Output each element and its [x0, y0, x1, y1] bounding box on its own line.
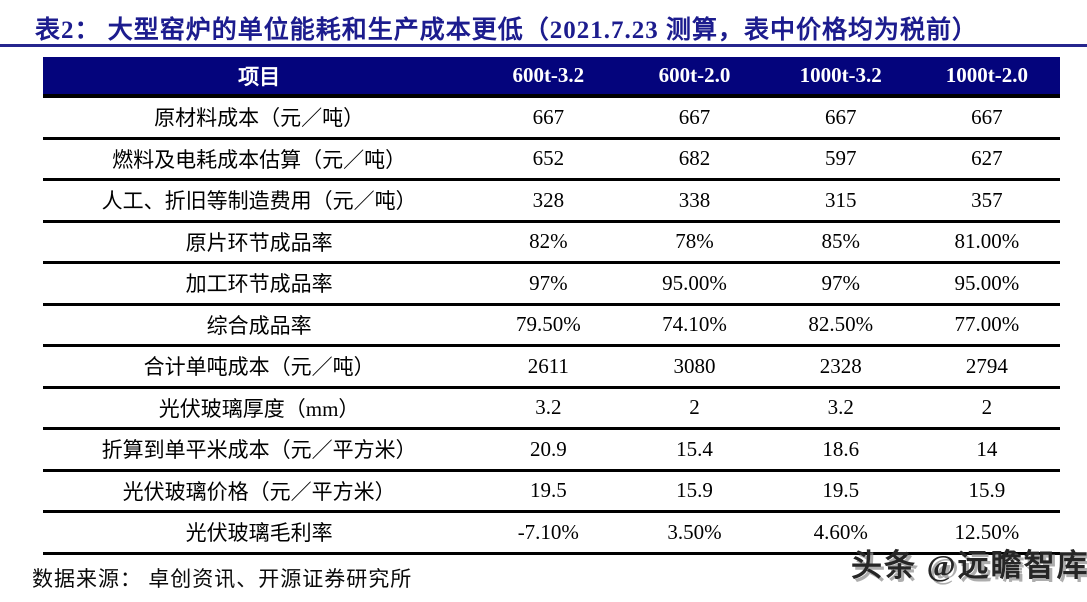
row-value: 78%	[621, 221, 768, 264]
row-label: 加工环节成品率	[43, 262, 476, 306]
row-value: 667	[913, 96, 1060, 140]
column-header-1000t-2-0: 1000t-2.0	[913, 57, 1060, 98]
watermark: 头条 @远瞻智库	[851, 548, 1087, 583]
row-value: 2794	[913, 345, 1060, 389]
row-value: 82%	[475, 221, 622, 264]
column-header-600t-3-2: 600t-3.2	[475, 57, 622, 98]
row-value: 79.50%	[475, 304, 622, 347]
row-value: 597	[767, 138, 914, 181]
table-body: 原材料成本（元／吨） 667 667 667 667 燃料及电耗成本估算（元／吨） 652 6…	[43, 96, 1060, 555]
row-value: 3.2	[475, 387, 622, 430]
data-source-note: 数据来源： 卓创资讯、开源证券研究所	[32, 567, 413, 591]
table-row: 光伏玻璃毛利率 -7.10% 3.50% 4.60% 12.50%	[43, 511, 1060, 555]
row-value: 3080	[621, 345, 768, 389]
row-value: -7.10%	[475, 511, 622, 555]
row-value: 82.50%	[767, 304, 914, 347]
row-value: 2	[621, 387, 768, 430]
row-label: 光伏玻璃价格（元／平方米）	[43, 470, 476, 513]
row-value: 2328	[767, 345, 914, 389]
row-value: 4.60%	[767, 511, 914, 555]
row-value: 15.9	[621, 470, 768, 513]
row-value: 15.9	[913, 470, 1060, 513]
row-label: 原材料成本（元／吨）	[43, 96, 476, 140]
table-row: 光伏玻璃厚度（mm） 3.2 2 3.2 2	[43, 387, 1060, 430]
cost-comparison-table: 项目 600t-3.2 600t-2.0 1000t-3.2 1000t-2.0…	[43, 57, 1060, 555]
row-value: 97%	[767, 262, 914, 306]
row-label: 折算到单平米成本（元／平方米）	[43, 428, 476, 472]
table-row: 原片环节成品率 82% 78% 85% 81.00%	[43, 221, 1060, 264]
table-title: 表2： 大型窑炉的单位能耗和生产成本更低（2021.7.23 测算，表中价格均为…	[35, 17, 979, 44]
row-value: 95.00%	[913, 262, 1060, 306]
column-header-600t-2-0: 600t-2.0	[621, 57, 768, 98]
row-label: 人工、折旧等制造费用（元／吨）	[43, 179, 476, 223]
row-label: 综合成品率	[43, 304, 476, 347]
table-row: 加工环节成品率 97% 95.00% 97% 95.00%	[43, 262, 1060, 306]
table-row: 燃料及电耗成本估算（元／吨） 652 682 597 627	[43, 138, 1060, 181]
column-header-1000t-3-2: 1000t-3.2	[767, 57, 914, 98]
row-value: 2611	[475, 345, 622, 389]
row-value: 682	[621, 138, 768, 181]
row-value: 3.2	[767, 387, 914, 430]
row-value: 652	[475, 138, 622, 181]
row-value: 627	[913, 138, 1060, 181]
title-underline-rule	[0, 44, 1087, 47]
row-value: 18.6	[767, 428, 914, 472]
row-label: 燃料及电耗成本估算（元／吨）	[43, 138, 476, 181]
row-value: 85%	[767, 221, 914, 264]
row-label: 光伏玻璃厚度（mm）	[43, 387, 476, 430]
row-value: 15.4	[621, 428, 768, 472]
table-row: 折算到单平米成本（元／平方米） 20.9 15.4 18.6 14	[43, 428, 1060, 472]
row-label: 原片环节成品率	[43, 221, 476, 264]
row-value: 328	[475, 179, 622, 223]
row-value: 95.00%	[621, 262, 768, 306]
table-row: 原材料成本（元／吨） 667 667 667 667	[43, 96, 1060, 140]
row-value: 12.50%	[913, 511, 1060, 555]
row-value: 14	[913, 428, 1060, 472]
row-label: 合计单吨成本（元／吨）	[43, 345, 476, 389]
table-row: 合计单吨成本（元／吨） 2611 3080 2328 2794	[43, 345, 1060, 389]
table-row: 综合成品率 79.50% 74.10% 82.50% 77.00%	[43, 304, 1060, 347]
column-header-item: 项目	[43, 57, 476, 98]
row-value: 74.10%	[621, 304, 768, 347]
table-header-row: 项目 600t-3.2 600t-2.0 1000t-3.2 1000t-2.0	[43, 57, 1060, 98]
table-row: 人工、折旧等制造费用（元／吨） 328 338 315 357	[43, 179, 1060, 223]
row-value: 20.9	[475, 428, 622, 472]
row-value: 338	[621, 179, 768, 223]
table-row: 光伏玻璃价格（元／平方米） 19.5 15.9 19.5 15.9	[43, 470, 1060, 513]
row-value: 77.00%	[913, 304, 1060, 347]
row-value: 667	[767, 96, 914, 140]
row-value: 81.00%	[913, 221, 1060, 264]
row-value: 667	[621, 96, 768, 140]
row-value: 357	[913, 179, 1060, 223]
row-value: 315	[767, 179, 914, 223]
row-value: 667	[475, 96, 622, 140]
row-value: 19.5	[475, 470, 622, 513]
row-label: 光伏玻璃毛利率	[43, 511, 476, 555]
row-value: 2	[913, 387, 1060, 430]
row-value: 3.50%	[621, 511, 768, 555]
row-value: 97%	[475, 262, 622, 306]
row-value: 19.5	[767, 470, 914, 513]
